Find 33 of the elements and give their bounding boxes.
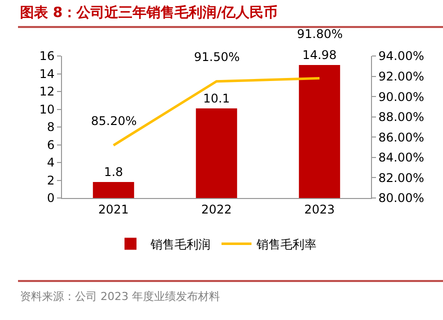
bar <box>196 108 238 198</box>
data-label: 85.20% <box>91 114 137 128</box>
y2-tick-label: 88.00% <box>378 110 424 124</box>
y-tick-label: 2 <box>46 173 55 188</box>
x-tick-label: 2022 <box>201 202 232 216</box>
data-label: 91.50% <box>194 50 240 64</box>
text: 资料来源：公司 2023 年度业绩发布材料 <box>20 289 220 304</box>
y2-tick-label: 94.00% <box>378 49 424 64</box>
legend-label: 销售毛利润 <box>150 237 210 252</box>
legend-label: 销售毛利率 <box>256 237 316 252</box>
y-tick-label: 0 <box>46 191 55 206</box>
y2-tick-label: 90.00% <box>378 90 424 104</box>
y-tick-label: 10 <box>39 102 55 116</box>
y-tick-label: 12 <box>39 84 55 99</box>
y2-tick-label: 82.00% <box>378 170 424 185</box>
y2-tick-label: 80.00% <box>378 191 424 206</box>
x-tick-label: 2021 <box>98 202 129 216</box>
bar <box>298 65 340 198</box>
data-label: 14.98 <box>302 48 337 62</box>
data-label: 10.1 <box>203 91 230 106</box>
data-label: 91.80% <box>297 27 343 41</box>
chart-title: 图表 8：公司近三年销售毛利润/亿人民币 <box>20 4 278 22</box>
y2-tick-label: 92.00% <box>378 69 424 84</box>
y-tick-label: 8 <box>46 120 55 134</box>
data-label: 1.8 <box>104 165 124 180</box>
y-tick-label: 4 <box>46 156 55 170</box>
y-tick-label: 14 <box>39 66 55 81</box>
x-tick-label: 2023 <box>304 202 335 216</box>
y-tick-label: 6 <box>46 138 55 152</box>
y-tick-label: 16 <box>39 49 55 64</box>
y2-tick-label: 86.00% <box>378 130 424 144</box>
y2-tick-label: 84.00% <box>378 150 424 165</box>
bar <box>92 182 134 198</box>
